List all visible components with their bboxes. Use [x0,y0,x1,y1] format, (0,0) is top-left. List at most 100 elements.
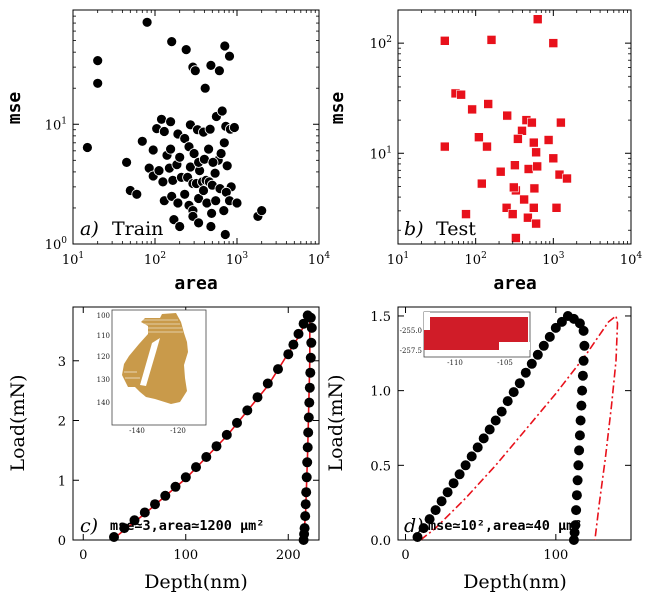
panel-a-point [168,214,180,226]
panel-a-point [199,82,211,94]
panel-d-annotation: mse≃10²,area≃40 μm² [428,518,582,534]
panel-c-xtick-label: 200 [276,548,301,563]
panel-c-ylabel: Load(mN) [7,374,29,471]
panel-c-point [273,364,283,375]
panel-d-point [502,396,513,407]
panel-d-point [571,490,582,501]
panel-d-point [484,424,495,435]
panel-c-ticks: 0 100 200 0 1 2 3 [58,307,319,563]
panel-c-point [119,523,130,534]
panel-d-point [577,370,588,381]
panel-c-inset-xtick: -140 [129,427,145,435]
panel-b-point [511,233,521,243]
panel-d-curve [420,314,619,541]
panel-b-point [456,89,466,100]
panel-b-point [510,160,520,170]
panel-b-point [476,178,487,189]
panel-d-inset-notch [424,312,430,330]
panel-d-point [454,469,465,480]
panel-d-point [538,340,549,351]
panel-a-point [92,55,104,66]
panel-c-point [298,318,309,329]
panel-a-xtick-label: 103 [226,251,249,268]
panel-a-point [82,142,93,153]
panel-b-point [543,135,554,145]
panel-a-xtick-label: 104 [308,251,331,268]
panel-d-point [472,442,483,453]
panel-c-point [293,328,304,339]
panel-d-point [573,460,584,471]
panel-b-xtick-label: 104 [620,251,643,268]
panel-d-point [571,505,582,516]
panel-a-point [165,143,177,155]
panel-c-ytick-label: 3 [58,355,66,370]
panel-d-point [442,487,453,498]
panel-a-point [205,221,217,232]
panel-b-point [556,117,566,128]
panel-a-point [221,160,233,172]
panel-d-ytick-label: 0.5 [370,459,391,474]
panel-d-xtick-label: 0 [401,548,409,563]
panel-b-frame [397,9,632,245]
panel-b-point [531,147,541,158]
panel-b-point [513,134,523,144]
panel-d-lines [420,314,619,541]
panel-a-xtick-label: 101 [62,251,84,268]
panel-d-point [578,355,589,366]
panel-b-point [528,137,539,148]
panel-a-point [210,195,222,207]
panel-b: 101 102 103 104 101 102 area mse b) Test [327,9,643,294]
panel-d-inset-notch [499,342,530,350]
panel-a-point [166,190,178,202]
panel-b-point [532,14,543,24]
panel-d-point [574,318,585,329]
panel-a-point [184,161,196,173]
panel-c-point [221,429,232,440]
panel-d-point [412,532,423,542]
panel-c-inset-ytick: 140 [97,399,110,407]
panel-d: 0 100 0.0 0.5 1.0 1.5 -255.0 -257.5 -110 -105… [325,306,632,593]
panel-d-point [430,505,441,516]
panel-a-point [172,197,184,209]
panel-d-inset-ytick: -257.5 [400,347,422,355]
panel-a-point [141,16,153,28]
panel-a-point [198,185,209,196]
panel-a-point [218,137,230,149]
panel-c-point [298,535,309,545]
panel-d-point [520,367,531,378]
panel-c-point [201,452,212,462]
panel-b-xtick-label: 103 [542,251,565,268]
panel-c-point [150,499,160,510]
panel-a-point [224,50,235,62]
panel-b-point [474,132,484,142]
panel-c-inset-xtick: -120 [170,427,186,435]
panel-d-point [575,415,586,426]
panel-a-point [219,40,231,52]
panel-b-point [501,203,512,213]
panel-c-point [170,481,181,492]
panel-d-point [436,496,447,507]
panel-b-point [486,35,497,45]
panel-d-point [576,400,587,411]
panel-b-point [548,153,559,164]
panel-c-point [305,352,316,363]
panel-c-point [191,462,201,473]
panel-c-point [301,487,312,498]
panel-a-point [180,44,192,55]
panel-c-point [232,417,242,428]
panel-b-point [548,38,559,48]
panel-a-xtick-label: 102 [144,251,166,268]
panel-d-point [574,445,585,456]
panel-d-point [532,349,543,360]
panel-a-point [131,188,143,200]
panel-b-label: Test [436,218,476,240]
panel-c: 0 100 200 0 1 2 3 100 110 120 130 140 -140 -12… [7,306,320,593]
panel-c-point [304,382,315,393]
panel-b-point [467,104,477,115]
panel-a-point [256,205,268,217]
panel-d-point [574,430,585,441]
panel-a-point [201,197,213,209]
panel-c-inset-ytick: 100 [97,312,110,320]
